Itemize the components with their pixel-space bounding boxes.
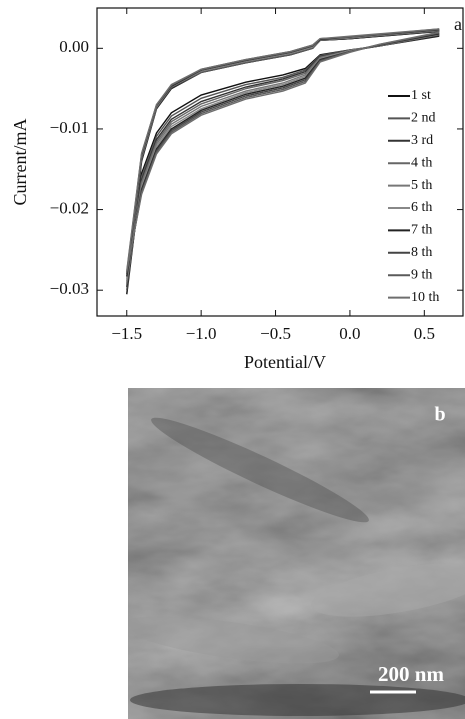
y-tick-label: −0.02 (50, 198, 89, 217)
x-tick-label: 0.0 (339, 324, 360, 343)
cv-curve (126, 30, 440, 288)
cv-curve (126, 29, 440, 282)
x-tick-label: −1.0 (186, 324, 217, 343)
cv-curve (126, 29, 440, 284)
y-tick-label: −0.01 (50, 118, 89, 137)
cv-curve (126, 29, 440, 280)
x-tick-label: −1.5 (111, 324, 142, 343)
legend-label: 4 th (411, 155, 432, 170)
panel-label: a (454, 14, 462, 34)
x-tick-label: 0.5 (414, 324, 435, 343)
legend-label: 9 th (411, 267, 432, 282)
panel-label: b (434, 404, 445, 426)
cv-curve (126, 29, 440, 277)
legend-label: 5 th (411, 178, 432, 193)
legend-label: 8 th (411, 245, 432, 260)
cv-curve (126, 28, 440, 271)
cv-curve (126, 28, 440, 273)
y-axis-title: Current/mA (10, 119, 30, 206)
y-tick-label: 0.00 (59, 37, 89, 56)
x-tick-label: −0.5 (260, 324, 291, 343)
legend-label: 1 st (411, 88, 431, 103)
scale-bar-label: 200 nm (378, 662, 444, 686)
sem-image (128, 388, 465, 719)
legend-label: 10 th (411, 290, 439, 305)
y-tick-label: −0.03 (50, 279, 89, 298)
legend-label: 7 th (411, 223, 432, 238)
plot-frame (96, 7, 464, 317)
legend-label: 2 nd (411, 111, 436, 126)
cv-curve (126, 30, 440, 291)
legend-label: 6 th (411, 200, 432, 215)
legend-label: 3 rd (411, 133, 433, 148)
cv-curve (126, 29, 440, 275)
x-axis-title: Potential/V (244, 352, 326, 372)
